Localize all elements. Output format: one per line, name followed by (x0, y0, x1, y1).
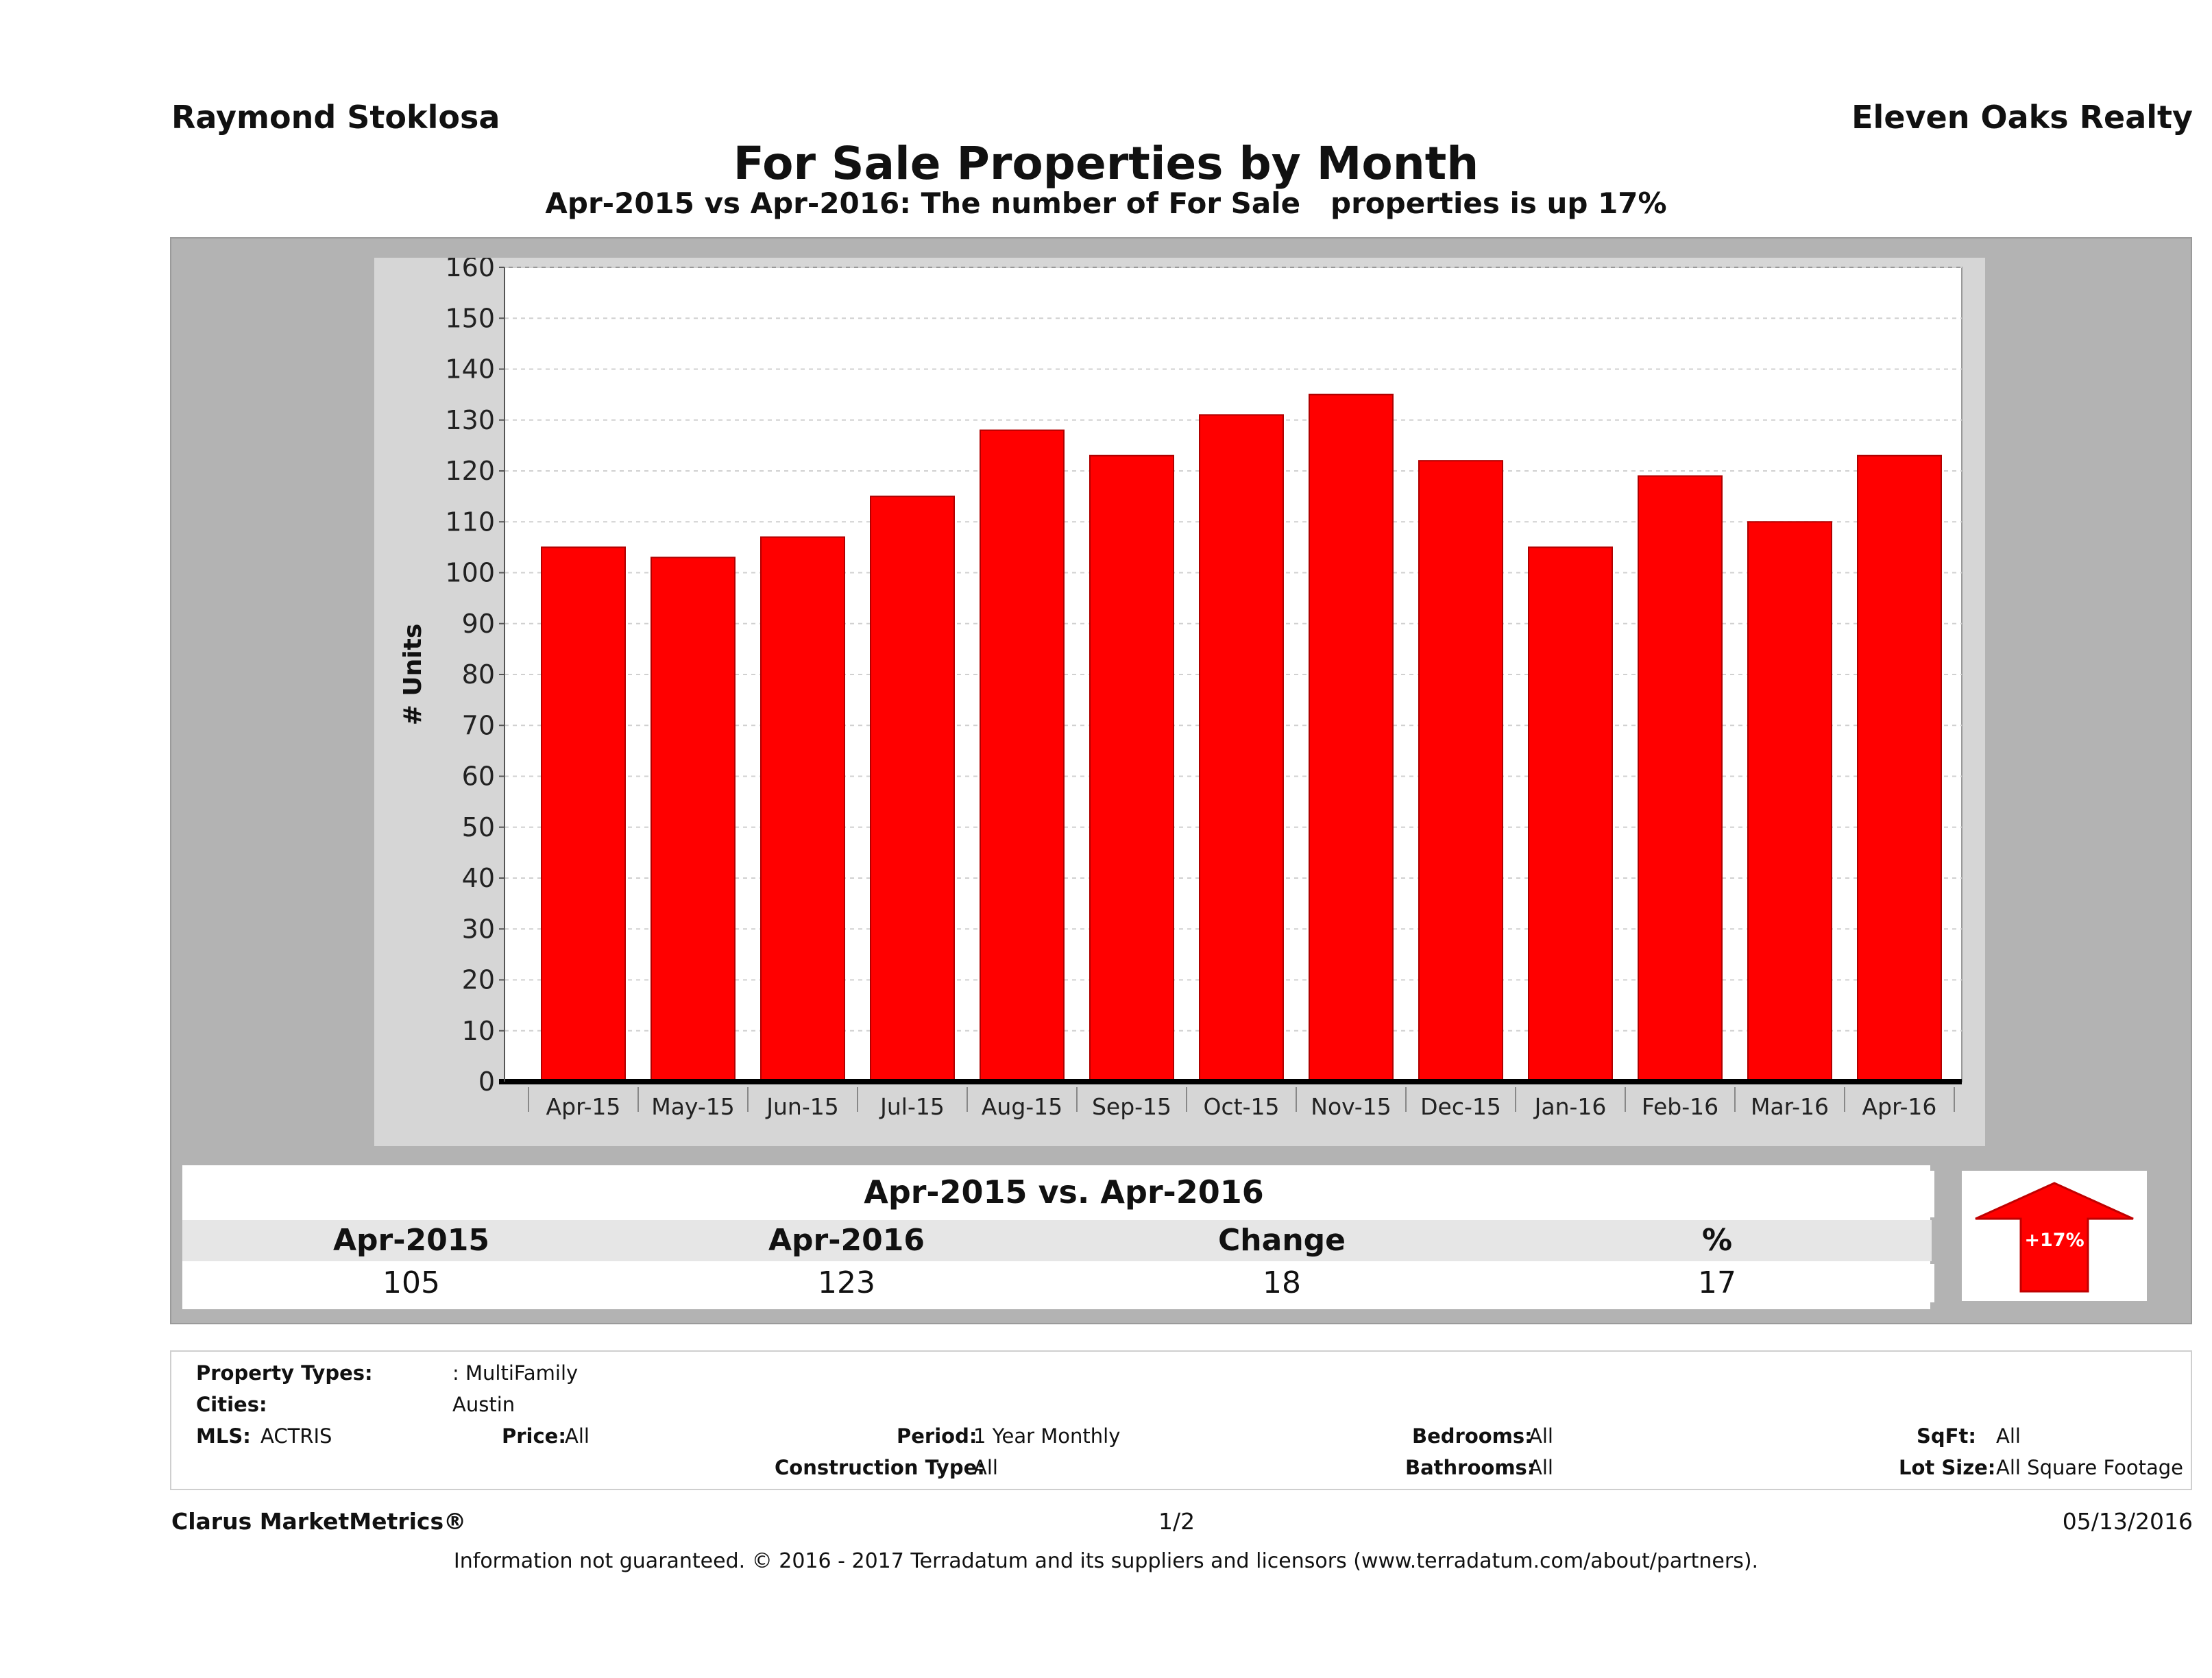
x-tick-label: Apr-15 (546, 1093, 621, 1120)
bar-Apr-16 (1857, 454, 1942, 1083)
comparison-title-row (193, 1171, 1934, 1217)
cities-value: Austin (452, 1393, 515, 1416)
x-tick-label: Oct-15 (1204, 1093, 1280, 1120)
report-date: 05/13/2016 (2062, 1508, 2193, 1535)
bar-Aug-15 (980, 429, 1065, 1083)
chart-title: For Sale Properties by Month (733, 137, 1479, 190)
y-tick-label: 120 (445, 456, 495, 486)
y-tick-label: 60 (462, 762, 495, 792)
lot-size-value: All Square Footage (1996, 1456, 2184, 1479)
price-value: All (565, 1424, 590, 1448)
chart-subtitle: Apr-2015 vs Apr-2016: The number of For … (545, 186, 1667, 220)
y-tick-label: 70 (462, 710, 495, 740)
page-number: 1/2 (1158, 1508, 1195, 1535)
comparison-value-row (193, 1264, 1934, 1302)
y-tick-label: 100 (445, 558, 495, 588)
disclaimer: Information not guaranteed. © 2016 - 201… (453, 1549, 1759, 1573)
y-tick-label: 50 (462, 812, 495, 842)
y-tick-label: 140 (445, 354, 495, 385)
trend-badge-box: +17% (1962, 1171, 2147, 1301)
cities-label: Cities: (196, 1393, 267, 1416)
header-apr-2016: Apr-2016 (768, 1223, 925, 1258)
bar-Apr-15 (541, 546, 626, 1082)
y-tick-label: 160 (445, 258, 495, 282)
up-arrow-icon: +17% (1975, 1182, 2134, 1293)
bar-Nov-15 (1309, 393, 1394, 1082)
construction-type-label: Construction Type: (775, 1456, 985, 1479)
x-tick-label: Sep-15 (1092, 1093, 1171, 1120)
period-value: 1 Year Monthly (973, 1424, 1121, 1448)
y-axis-label: # Units (399, 624, 427, 726)
bedrooms-label: Bedrooms: (1412, 1424, 1533, 1448)
y-tick-label: 10 (462, 1016, 495, 1046)
y-tick-label: 150 (445, 303, 495, 333)
x-tick-label: Jun-15 (765, 1093, 838, 1120)
bar-Dec-15 (1418, 460, 1503, 1082)
bar-Jan-16 (1528, 546, 1613, 1082)
brand-footer: Clarus MarketMetrics® (171, 1508, 467, 1535)
sqft-label: SqFt: (1917, 1424, 1976, 1448)
bar-Sep-15 (1089, 454, 1174, 1083)
lot-size-label: Lot Size: (1899, 1456, 1996, 1479)
bar-Oct-15 (1199, 414, 1284, 1082)
y-tick-label: 40 (462, 863, 495, 893)
price-label: Price: (502, 1424, 566, 1448)
sqft-value: All (1996, 1424, 2021, 1448)
bathrooms-label: Bathrooms: (1405, 1456, 1535, 1479)
y-tick-label: 0 (478, 1067, 495, 1097)
y-tick-label: 110 (445, 507, 495, 537)
x-tick-label: May-15 (651, 1093, 735, 1120)
value-apr-2015: 105 (382, 1265, 440, 1300)
bar-May-15 (651, 557, 736, 1083)
header-percent: % (1701, 1223, 1733, 1258)
construction-type-value: All (973, 1456, 998, 1479)
x-tick-label: Dec-15 (1420, 1093, 1501, 1120)
comparison-header-row (182, 1220, 1932, 1261)
header-change: Change (1218, 1223, 1346, 1258)
bathrooms-value: All (1529, 1456, 1553, 1479)
property-types-label: Property Types: (196, 1361, 373, 1385)
bedrooms-value: All (1529, 1424, 1553, 1448)
comparison-title: Apr-2015 vs. Apr-2016 (864, 1174, 1264, 1211)
property-types-value: : MultiFamily (452, 1361, 579, 1385)
bar-Mar-16 (1747, 521, 1832, 1082)
x-tick-label: Nov-15 (1311, 1093, 1391, 1120)
x-tick-label: Mar-16 (1751, 1093, 1829, 1120)
period-label: Period: (897, 1424, 977, 1448)
value-change: 18 (1263, 1265, 1301, 1300)
company-name: Eleven Oaks Realty (1851, 99, 2193, 136)
mls-value: ACTRIS (260, 1424, 332, 1448)
x-tick-label: Jan-16 (1533, 1093, 1607, 1120)
value-apr-2016: 123 (818, 1265, 875, 1300)
y-tick-label: 20 (462, 965, 495, 995)
y-tick-label: 90 (462, 609, 495, 639)
filters-panel (170, 1350, 2192, 1490)
mls-label: MLS: (196, 1424, 251, 1448)
bar-Jun-15 (760, 536, 845, 1082)
header-apr-2015: Apr-2015 (333, 1223, 489, 1258)
bar-Feb-16 (1638, 475, 1723, 1082)
bar-chart: 0 10 20 30 40 50 60 70 80 90 100 110 120 130 140 150 160… (399, 258, 1962, 1120)
agent-name: Raymond Stoklosa (171, 99, 500, 136)
y-tick-label: 30 (462, 914, 495, 944)
y-tick-label: 130 (445, 405, 495, 435)
bar-Jul-15 (870, 496, 955, 1082)
trend-badge-label: +17% (2024, 1230, 2084, 1251)
x-tick-label: Apr-16 (1862, 1093, 1937, 1120)
x-tick-label: Feb-16 (1642, 1093, 1718, 1120)
value-percent: 17 (1698, 1265, 1736, 1300)
y-tick-label: 80 (462, 659, 495, 690)
x-tick-label: Jul-15 (879, 1093, 945, 1120)
x-tick-label: Aug-15 (982, 1093, 1062, 1120)
